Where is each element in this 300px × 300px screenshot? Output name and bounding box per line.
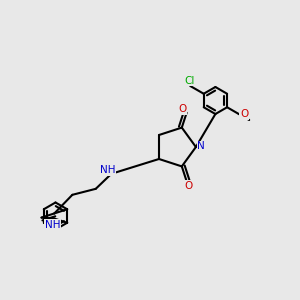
Text: O: O (178, 104, 186, 114)
Text: NH: NH (45, 220, 61, 230)
Text: O: O (184, 181, 192, 191)
Text: O: O (240, 109, 248, 119)
Text: Cl: Cl (184, 76, 195, 85)
Text: N: N (197, 141, 205, 152)
Text: NH: NH (100, 165, 116, 175)
